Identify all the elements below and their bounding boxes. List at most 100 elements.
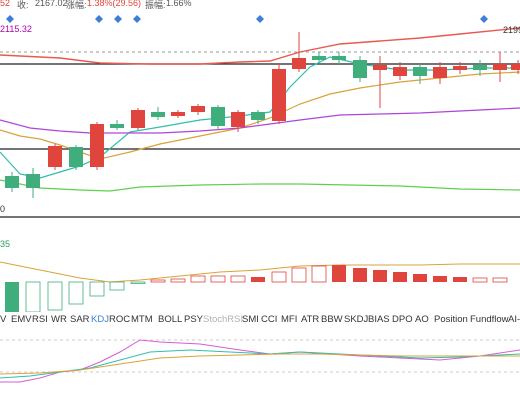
histogram-bar <box>332 265 346 282</box>
histogram-bar <box>47 281 63 311</box>
signal-marker <box>480 15 488 23</box>
histogram-bar <box>5 282 19 312</box>
candle-body <box>211 107 225 126</box>
histogram-bar <box>433 276 447 282</box>
histogram-bar <box>89 281 105 297</box>
candle-body <box>131 110 145 128</box>
kdj-d-line <box>0 353 520 375</box>
candle-body <box>171 112 185 116</box>
candle-body <box>353 60 367 78</box>
histogram-bar <box>311 265 327 283</box>
tab-skdj[interactable]: SKDJ <box>344 314 369 325</box>
candle-body <box>272 69 286 121</box>
tab-sar[interactable]: SAR <box>70 314 90 325</box>
histogram-bar <box>492 277 508 283</box>
histogram-bar <box>472 277 488 283</box>
tab-boll[interactable]: BOLL <box>158 314 183 325</box>
candle-body <box>413 67 427 76</box>
candle-body <box>473 65 487 70</box>
histogram-bar <box>413 274 427 282</box>
histogram-bar <box>68 281 84 305</box>
tab-ai-[interactable]: AI- <box>508 314 520 325</box>
kdj-chart[interactable] <box>0 328 520 400</box>
price-label-right: 2199 <box>503 25 520 35</box>
candle-body <box>373 65 387 70</box>
histogram-bar <box>170 278 186 283</box>
signal-marker <box>6 15 14 23</box>
indicator-line <box>0 261 520 283</box>
histogram-bar <box>373 270 387 282</box>
candle-body <box>251 112 265 120</box>
candle-body <box>26 174 40 188</box>
tab-rsi[interactable]: RSI <box>32 314 48 325</box>
histogram-bar <box>291 267 307 283</box>
histogram-bar <box>271 271 287 283</box>
histogram-bar <box>130 281 146 284</box>
tab-fundflow[interactable]: Fundflow <box>470 314 509 325</box>
candle-body <box>231 112 245 127</box>
tab-mfi[interactable]: MFI <box>281 314 298 325</box>
ma-red-line <box>0 27 520 65</box>
candle-body <box>453 66 467 70</box>
indicator-tabs: V EMV RSI WR SAR KDJ ROC MTM BOLL PSY StochRSI SMI C… <box>0 314 520 328</box>
tab-bbw[interactable]: BBW <box>321 314 343 325</box>
tab-emv[interactable]: EMV <box>11 314 32 325</box>
histogram-bar <box>25 281 41 312</box>
close-value: 2167.02 <box>35 0 68 8</box>
candle-body <box>90 124 104 167</box>
indicator-chart[interactable] <box>0 232 520 312</box>
signal-marker <box>133 15 141 23</box>
histogram-bar <box>353 268 367 282</box>
tab-atr[interactable]: ATR <box>301 314 320 325</box>
tab-bias[interactable]: BIAS <box>368 314 390 325</box>
candle-body <box>151 112 165 117</box>
tab-position[interactable]: Position <box>434 314 468 325</box>
tab-cci[interactable]: CCI <box>261 314 278 325</box>
histogram-bar <box>230 275 246 283</box>
ma-purple-line <box>0 107 520 134</box>
histogram-bar <box>453 277 467 282</box>
kdj-j-line <box>0 339 520 383</box>
tab-roc[interactable]: ROC <box>109 314 131 325</box>
change-value: 1.38%(29.56) <box>87 0 142 8</box>
tab-kdj[interactable]: KDJ <box>91 314 109 325</box>
tab-psy[interactable]: PSY <box>184 314 204 325</box>
candle-body <box>69 147 83 167</box>
tab-stochrsi[interactable]: StochRSI <box>203 314 244 325</box>
signal-marker <box>95 15 103 23</box>
close-label: 收: <box>17 0 29 10</box>
change-label: 涨幅: <box>66 0 87 10</box>
ma-orange-line <box>0 71 520 160</box>
candle-body <box>191 106 205 112</box>
amplitude-label: 振幅: <box>145 0 166 10</box>
candle-body <box>332 56 346 60</box>
amplitude-value: 1.66% <box>166 0 192 8</box>
histogram-bar <box>190 275 206 283</box>
histogram-bars <box>5 265 508 312</box>
histogram-bar <box>251 277 265 282</box>
candle-body <box>110 124 124 128</box>
histogram-bar <box>210 275 226 283</box>
candles <box>5 32 520 198</box>
candle-body <box>5 176 19 188</box>
tab-ao[interactable]: AO <box>415 314 429 325</box>
candle-body <box>292 58 306 69</box>
tab-mtm[interactable]: MTM <box>131 314 153 325</box>
candle-body <box>393 67 407 76</box>
ma-value: 2115.32 <box>0 24 32 34</box>
indicator-value: 35 <box>0 239 11 249</box>
histogram-bar <box>393 272 407 282</box>
candle-body <box>493 64 507 70</box>
histogram-bar <box>150 279 166 283</box>
candle-body <box>433 67 447 78</box>
tab-v[interactable]: V <box>0 314 7 325</box>
partial-value: 52 <box>0 0 11 8</box>
tab-dpo[interactable]: DPO <box>392 314 413 325</box>
tab-wr[interactable]: WR <box>51 314 67 325</box>
candle-body <box>312 56 326 60</box>
quote-header: 52 收: 2167.02 涨幅: 1.38%(29.56) 振幅: 1.66% <box>0 0 520 12</box>
candlestick-chart[interactable] <box>0 12 520 222</box>
histogram-bar <box>109 281 125 291</box>
tab-smi[interactable]: SMI <box>242 314 259 325</box>
candle-body <box>511 64 520 70</box>
